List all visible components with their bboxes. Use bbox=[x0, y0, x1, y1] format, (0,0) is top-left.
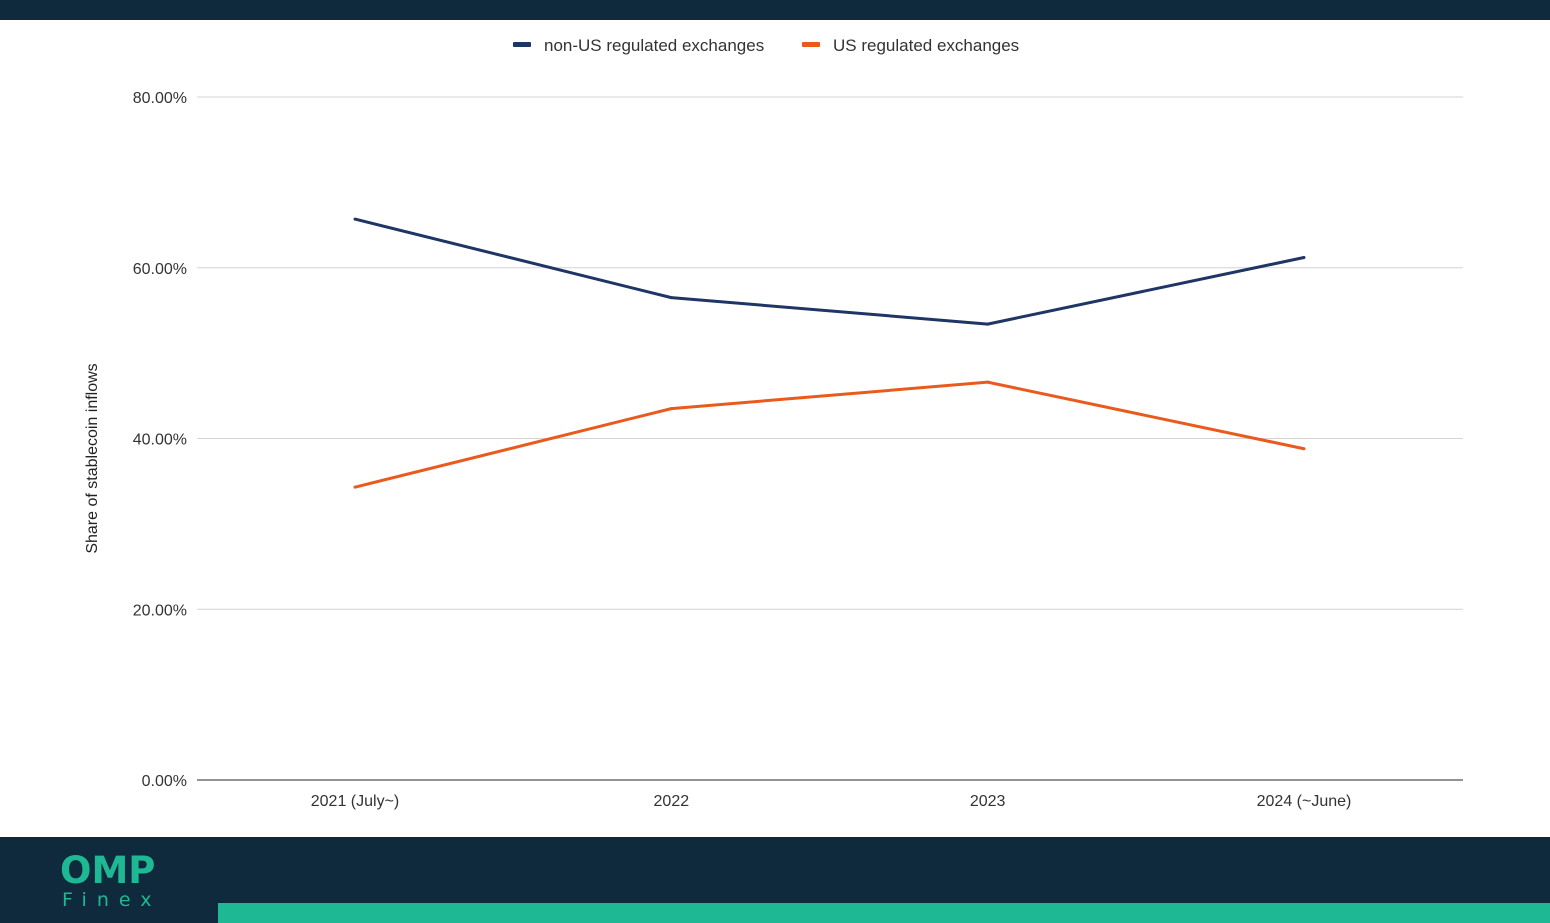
y-tick-label: 60.00% bbox=[133, 261, 187, 278]
series-point-0 bbox=[669, 296, 673, 300]
series-point-0 bbox=[986, 322, 990, 326]
legend-label-0: non-US regulated exchanges bbox=[544, 36, 764, 55]
top-banner bbox=[0, 0, 1550, 20]
series-point-1 bbox=[986, 380, 990, 384]
legend-swatch-0 bbox=[513, 42, 531, 47]
series-point-1 bbox=[353, 485, 357, 489]
series-point-1 bbox=[1302, 447, 1306, 451]
omp-finex-logo: OMP Finex bbox=[60, 849, 180, 912]
logo-main-text: OMP bbox=[60, 849, 156, 892]
series-point-0 bbox=[1302, 256, 1306, 260]
line-chart: 0.00% 20.00% 40.00% 60.00% 80.00% 2021 (July~… bbox=[84, 36, 1463, 810]
footer-bar: OMP Finex bbox=[0, 837, 1550, 923]
y-tick-label: 40.00% bbox=[133, 432, 187, 449]
x-tick-label: 2023 bbox=[970, 793, 1006, 810]
series-line-1 bbox=[354, 380, 1305, 489]
legend-swatch-1 bbox=[802, 42, 820, 47]
x-tick-label: 2024 (~June) bbox=[1257, 793, 1352, 810]
y-tick-label: 20.00% bbox=[133, 602, 187, 619]
series-line-0 bbox=[354, 217, 1305, 326]
y-axis-title: Share of stablecoin inflows bbox=[84, 363, 101, 553]
series-point-0 bbox=[353, 217, 357, 221]
y-tick-label: 80.00% bbox=[133, 90, 187, 107]
footer-accent-stripe bbox=[218, 903, 1550, 923]
x-tick-label: 2022 bbox=[654, 793, 690, 810]
x-tick-label: 2021 (July~) bbox=[311, 793, 400, 810]
y-tick-label: 0.00% bbox=[142, 773, 187, 790]
logo-sub-text: Finex bbox=[62, 889, 162, 911]
legend-label-1: US regulated exchanges bbox=[833, 36, 1019, 55]
series-point-1 bbox=[669, 407, 673, 411]
